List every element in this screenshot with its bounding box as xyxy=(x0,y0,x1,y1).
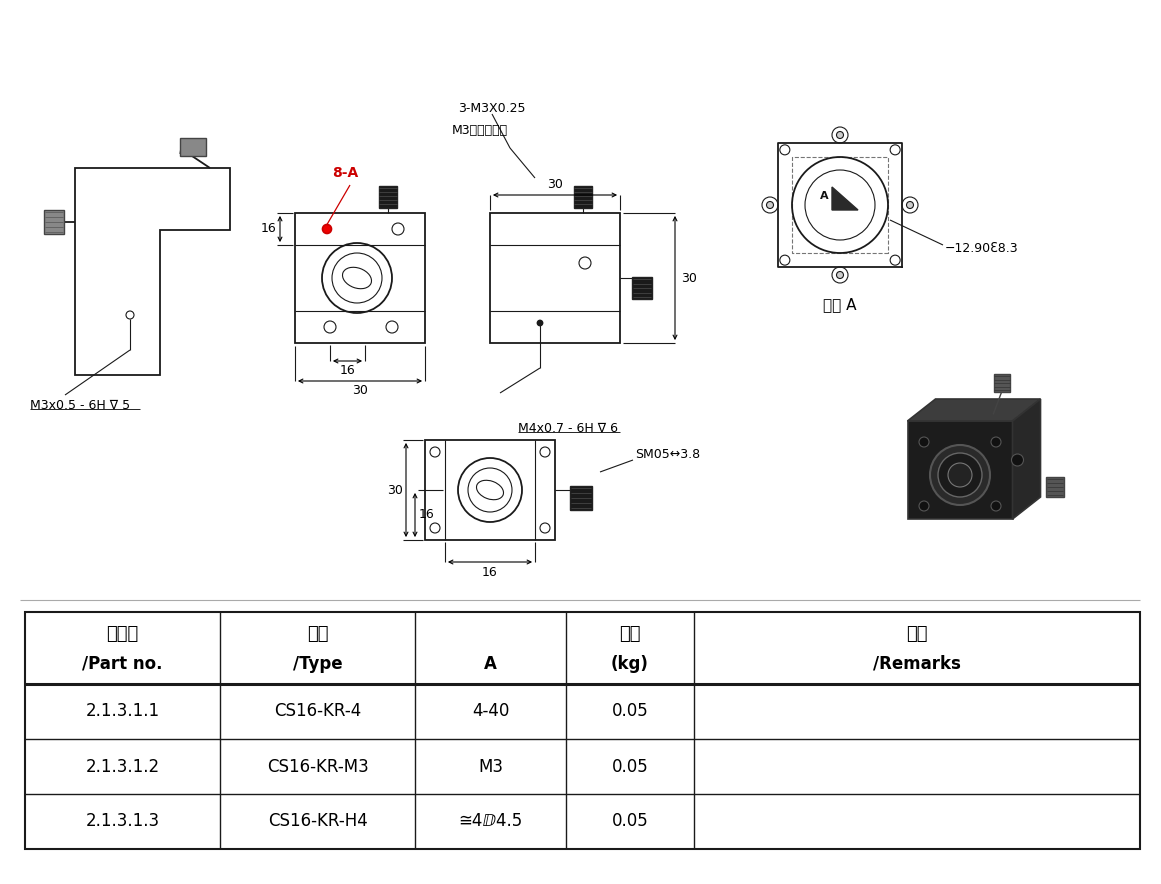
Text: 视图 A: 视图 A xyxy=(823,298,857,313)
Text: 0.05: 0.05 xyxy=(612,812,648,830)
Circle shape xyxy=(766,202,773,209)
Bar xyxy=(26,612,1140,849)
Circle shape xyxy=(836,271,844,278)
Text: 30: 30 xyxy=(352,385,368,398)
Text: /Part no.: /Part no. xyxy=(82,655,163,673)
Circle shape xyxy=(538,321,542,325)
Bar xyxy=(295,213,425,343)
Circle shape xyxy=(991,437,1001,447)
Text: 16: 16 xyxy=(482,567,498,580)
Text: 重量: 重量 xyxy=(619,625,641,643)
Text: CS16-KR-M3: CS16-KR-M3 xyxy=(267,758,368,775)
Text: 16: 16 xyxy=(340,364,355,377)
Bar xyxy=(180,138,205,156)
Text: /Remarks: /Remarks xyxy=(873,655,961,673)
Text: 3-M3X0.25: 3-M3X0.25 xyxy=(459,102,526,115)
Bar xyxy=(570,486,592,510)
Circle shape xyxy=(836,132,844,139)
Text: M3: M3 xyxy=(478,758,503,775)
Circle shape xyxy=(920,437,929,447)
Bar xyxy=(994,374,1010,392)
Text: /Type: /Type xyxy=(293,655,342,673)
Text: 4-40: 4-40 xyxy=(471,703,510,720)
Text: 8-A: 8-A xyxy=(332,166,358,180)
Text: A: A xyxy=(820,191,828,201)
Circle shape xyxy=(938,453,982,497)
Text: M3x0.5 - 6H ∇ 5: M3x0.5 - 6H ∇ 5 xyxy=(30,399,130,411)
Polygon shape xyxy=(832,187,858,210)
Circle shape xyxy=(991,501,1001,511)
Circle shape xyxy=(907,202,914,209)
Text: 16: 16 xyxy=(261,223,276,235)
Polygon shape xyxy=(908,399,1040,421)
Text: CS16-KR-4: CS16-KR-4 xyxy=(274,703,361,720)
Circle shape xyxy=(920,501,929,511)
Text: M3尼龙头顶丝: M3尼龙头顶丝 xyxy=(452,124,509,136)
Text: CS16-KR-H4: CS16-KR-H4 xyxy=(268,812,368,830)
Bar xyxy=(378,186,397,208)
Bar xyxy=(574,186,592,208)
Bar xyxy=(908,421,1012,519)
Text: SM05↔3.8: SM05↔3.8 xyxy=(635,448,700,461)
Polygon shape xyxy=(1012,399,1040,519)
Bar xyxy=(44,210,64,234)
Circle shape xyxy=(323,225,332,233)
Text: 型号: 型号 xyxy=(307,625,329,643)
Bar xyxy=(425,440,555,540)
Text: M4x0.7 - 6H ∇ 6: M4x0.7 - 6H ∇ 6 xyxy=(518,422,618,435)
Bar xyxy=(490,213,620,343)
Text: 30: 30 xyxy=(547,178,563,190)
Text: (kg): (kg) xyxy=(611,655,649,673)
Text: 16: 16 xyxy=(419,508,435,522)
Text: 2.1.3.1.1: 2.1.3.1.1 xyxy=(86,703,159,720)
Text: 备注: 备注 xyxy=(907,625,928,643)
Text: 2.1.3.1.2: 2.1.3.1.2 xyxy=(86,758,159,775)
Text: 2.1.3.1.3: 2.1.3.1.3 xyxy=(86,812,159,830)
Text: 30: 30 xyxy=(682,271,697,285)
Text: 0.05: 0.05 xyxy=(612,758,648,775)
Circle shape xyxy=(949,463,972,487)
Text: 30: 30 xyxy=(387,484,403,497)
Text: −12.90ℇ8.3: −12.90ℇ8.3 xyxy=(945,241,1018,255)
Text: 0.05: 0.05 xyxy=(612,703,648,720)
Circle shape xyxy=(1011,454,1024,466)
Bar xyxy=(632,277,652,299)
Text: ≅4ⅅ4.5: ≅4ⅅ4.5 xyxy=(459,812,522,830)
Text: 零件号: 零件号 xyxy=(107,625,138,643)
Text: A: A xyxy=(484,655,497,673)
Bar xyxy=(1046,477,1063,497)
Circle shape xyxy=(930,445,990,505)
